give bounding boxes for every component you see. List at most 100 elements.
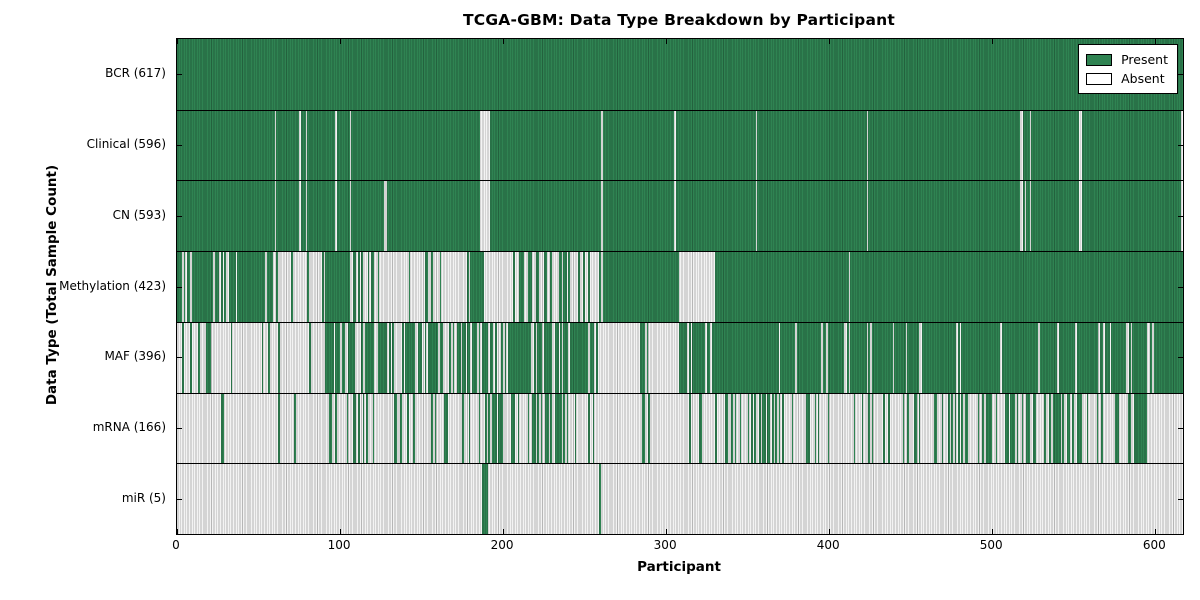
present-bar	[336, 180, 350, 252]
present-bar	[907, 321, 919, 393]
present-bar	[827, 321, 844, 393]
present-bar	[1002, 321, 1038, 393]
present-bar	[599, 463, 601, 534]
present-bar	[183, 251, 186, 322]
present-bar	[739, 392, 742, 464]
present-bar	[640, 321, 645, 393]
present-bar	[868, 109, 1020, 181]
present-swatch	[1086, 53, 1113, 66]
chart-title: TCGA-GBM: Data Type Breakdown by Partici…	[463, 11, 895, 29]
present-bar	[406, 392, 409, 464]
present-bar	[278, 392, 280, 464]
present-bar	[307, 180, 336, 252]
present-bar	[1021, 392, 1024, 464]
present-bar	[190, 321, 192, 393]
present-bar	[1081, 180, 1182, 252]
present-bar	[537, 392, 539, 464]
present-bar	[444, 392, 448, 464]
present-bar	[853, 392, 856, 464]
present-bar	[507, 321, 531, 393]
present-bar	[907, 392, 910, 464]
present-bar	[1062, 392, 1064, 464]
present-bar	[711, 321, 779, 393]
present-bar	[478, 321, 481, 393]
present-bar	[675, 180, 756, 252]
x-tick-mark	[340, 39, 342, 44]
present-bar	[457, 321, 461, 393]
present-bar	[1049, 392, 1051, 464]
present-bar	[757, 109, 867, 181]
x-axis-label: Participant	[637, 559, 721, 575]
present-bar	[537, 321, 543, 393]
present-bar	[177, 109, 275, 181]
present-bar	[861, 392, 864, 464]
present-bar	[985, 392, 993, 464]
present-bar	[868, 392, 870, 464]
present-bar	[706, 321, 711, 393]
present-bar	[472, 321, 477, 393]
present-bar	[982, 392, 985, 464]
present-bar	[563, 251, 567, 322]
present-bar	[452, 321, 455, 393]
present-bar	[948, 392, 950, 464]
present-bar	[933, 392, 937, 464]
row-separator	[177, 463, 1183, 465]
present-bar	[977, 392, 980, 464]
present-bar	[1052, 392, 1061, 464]
present-bar	[679, 321, 688, 393]
present-bar	[555, 321, 559, 393]
present-bar	[237, 251, 266, 322]
present-bar	[698, 392, 702, 464]
x-tick-mark	[340, 529, 342, 534]
present-bar	[494, 321, 497, 393]
present-bar	[336, 109, 350, 181]
present-bar	[351, 109, 481, 181]
present-bar	[276, 251, 279, 322]
present-bar	[335, 321, 341, 393]
present-bar	[278, 321, 280, 393]
present-bar	[300, 109, 306, 181]
absent-swatch	[1086, 72, 1113, 85]
present-bar	[405, 321, 416, 393]
present-bar	[177, 251, 182, 322]
present-bar	[1044, 392, 1047, 464]
present-bar	[1010, 392, 1016, 464]
present-bar	[214, 251, 220, 322]
present-bar	[757, 180, 867, 252]
present-bar	[817, 392, 820, 464]
present-bar	[951, 392, 954, 464]
row-separator	[177, 109, 1183, 111]
y-tick-mark	[1178, 427, 1183, 429]
present-bar	[847, 321, 849, 393]
y-tick-mark	[1178, 145, 1183, 147]
present-bar	[550, 251, 552, 322]
present-bar	[715, 251, 849, 322]
present-bar	[1067, 392, 1071, 464]
present-bar	[675, 109, 756, 181]
present-bar	[428, 321, 438, 393]
present-bar	[467, 321, 471, 393]
present-bar	[1104, 321, 1110, 393]
present-bar	[491, 392, 497, 464]
row-label-clinical: Clinical (596)	[86, 137, 166, 152]
present-bar	[964, 392, 968, 464]
x-tick-mark	[177, 39, 178, 44]
legend-entry-absent: Absent	[1086, 69, 1168, 88]
row-label-bcr: BCR (617)	[105, 66, 166, 81]
present-bar	[392, 321, 394, 393]
present-bar	[276, 180, 300, 252]
present-bar	[449, 321, 451, 393]
present-bar	[563, 321, 569, 393]
present-bar	[478, 392, 481, 464]
y-tick-mark	[177, 498, 182, 500]
present-bar	[563, 392, 566, 464]
present-bar	[367, 251, 370, 322]
present-bar	[498, 392, 504, 464]
present-bar	[307, 109, 336, 181]
x-tick-mark	[1155, 529, 1157, 534]
row-label-maf: MAF (396)	[104, 349, 166, 364]
present-bar	[357, 251, 360, 322]
present-bar	[1031, 109, 1079, 181]
x-tick-mark	[1155, 39, 1157, 44]
